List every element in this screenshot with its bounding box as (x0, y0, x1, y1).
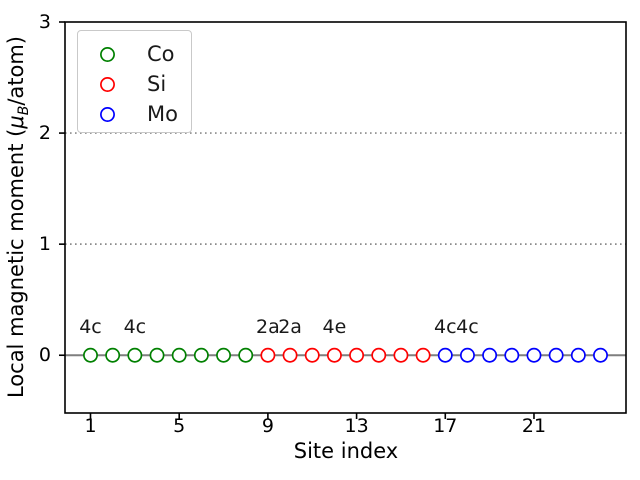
data-point-co-site-2 (105, 347, 121, 363)
data-point-si-site-9 (260, 347, 276, 363)
legend-entry-label: Si (147, 72, 167, 96)
data-point-co-site-7 (216, 347, 231, 363)
legend-entry-mo: Mo (78, 99, 191, 129)
y-tick-label-1: 1 (38, 232, 51, 255)
legend-entry-si: Si (78, 69, 191, 99)
data-point-si-site-11 (304, 347, 320, 363)
data-point-mo-site-17 (437, 347, 453, 363)
x-tick-label-5: 5 (173, 415, 186, 437)
data-point-mo-site-19 (482, 347, 498, 363)
data-point-co-site-8 (238, 347, 254, 363)
wyckoff-annotation-4e-site-12: 4e (322, 316, 347, 338)
data-point-co-site-1 (83, 347, 98, 363)
data-point-mo-site-23 (570, 347, 586, 363)
data-point-mo-site-20 (504, 347, 520, 363)
mu-subscript: B (16, 105, 33, 116)
data-point-si-site-14 (371, 347, 387, 363)
wyckoff-annotation-4c-site-17: 4c (434, 316, 457, 338)
data-point-co-site-6 (193, 347, 209, 363)
legend-entry-co: Co (78, 39, 191, 69)
legend-marker-icon (100, 76, 115, 92)
wyckoff-annotation-4c-site-1: 4c (79, 316, 102, 338)
data-point-co-site-4 (149, 347, 165, 363)
legend: Co Si Mo (77, 30, 192, 133)
data-point-mo-site-22 (548, 347, 564, 363)
legend-entry-label: Mo (147, 102, 178, 126)
x-tick-label-9: 9 (261, 415, 274, 437)
wyckoff-annotation-2a-site-10: 2a (278, 316, 302, 338)
data-point-mo-site-24 (593, 347, 608, 363)
data-point-si-site-16 (415, 347, 431, 363)
data-point-si-site-10 (282, 347, 298, 363)
x-tick-label-17: 17 (433, 415, 458, 437)
y-tick-label-0: 0 (38, 343, 51, 366)
y-axis-label-suffix: /atom) (4, 35, 28, 106)
y-tick-label-3: 3 (38, 10, 51, 33)
legend-entry-label: Co (147, 42, 175, 66)
data-point-si-site-13 (349, 347, 365, 363)
x-tick-label-21: 21 (521, 415, 547, 437)
data-point-si-site-12 (326, 347, 342, 363)
x-axis-label: Site index (293, 439, 399, 463)
legend-marker-icon (100, 46, 115, 62)
wyckoff-annotation-2a-site-9: 2a (256, 316, 280, 338)
data-point-mo-site-18 (460, 347, 475, 363)
x-tick-label-1: 1 (84, 415, 97, 437)
axes-spines (64, 21, 627, 414)
wyckoff-annotation-4c-site-3: 4c (123, 316, 147, 338)
wyckoff-annotation-4c-site-18: 4c (456, 316, 479, 338)
data-point-co-site-5 (171, 347, 187, 363)
y-tick-label-2: 2 (38, 121, 51, 144)
data-point-co-site-3 (127, 347, 143, 363)
data-point-mo-site-21 (526, 347, 542, 363)
legend-marker-icon (100, 106, 115, 122)
data-point-si-site-15 (393, 347, 409, 363)
x-tick-label-13: 13 (344, 415, 369, 437)
